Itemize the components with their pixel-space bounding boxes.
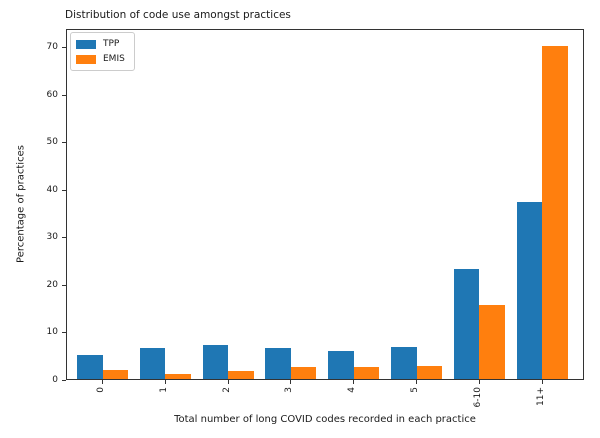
bar-emis [542, 45, 568, 380]
x-tick [478, 380, 480, 384]
chart-title: Distribution of code use amongst practic… [65, 9, 291, 21]
legend-item-tpp: TPP [76, 38, 125, 50]
x-tick-label: 3 [284, 387, 295, 393]
bar-tpp [139, 347, 166, 380]
x-tick-label: 4 [347, 387, 358, 393]
bar-emis [228, 370, 254, 380]
bar-tpp [328, 351, 354, 380]
y-tick-label: 60 [46, 89, 58, 100]
legend-label-tpp: TPP [103, 38, 120, 49]
bar-tpp [77, 354, 103, 380]
emis-swatch-icon [76, 54, 96, 64]
x-tick-label: 11+ [535, 387, 546, 406]
y-tick-label: 10 [46, 327, 58, 338]
x-tick [290, 380, 292, 384]
legend-label-emis: EMIS [103, 53, 125, 64]
legend-item-emis: EMIS [76, 53, 125, 65]
bar-emis [102, 370, 128, 380]
y-tick [62, 142, 66, 144]
x-tick [416, 380, 417, 384]
y-tick-label: 70 [46, 42, 58, 53]
y-tick-label: 20 [46, 279, 58, 290]
x-tick [227, 380, 229, 384]
x-tick-label: 1 [158, 387, 169, 393]
plot-area [66, 29, 584, 380]
y-tick-label: 0 [52, 374, 58, 385]
bar-emis [353, 367, 380, 380]
x-axis-label: Total number of long COVID codes recorde… [174, 414, 476, 425]
x-tick-label: 2 [221, 387, 232, 393]
y-tick [62, 237, 66, 239]
y-tick [62, 47, 66, 49]
bar-emis [416, 365, 442, 380]
y-tick-label: 30 [46, 232, 58, 243]
y-tick-label: 50 [46, 137, 58, 148]
bar-tpp [265, 348, 291, 380]
x-tick [541, 380, 543, 384]
bar-tpp [516, 202, 543, 380]
x-tick-label: 5 [410, 387, 420, 393]
tpp-swatch-icon [76, 39, 96, 49]
y-axis-label: Percentage of practices [15, 145, 27, 263]
bar-emis [479, 305, 505, 380]
x-tick [102, 380, 103, 384]
y-tick [62, 189, 66, 191]
y-tick [62, 284, 66, 286]
legend: TPP EMIS [70, 32, 135, 71]
y-tick [62, 332, 66, 334]
bar-emis [165, 373, 191, 380]
x-tick-label: 0 [96, 387, 106, 393]
bar-emis [290, 366, 317, 380]
y-tick [62, 94, 66, 96]
bar-tpp [391, 346, 417, 380]
x-tick [164, 380, 166, 384]
x-tick-label: 6-10 [472, 387, 483, 408]
x-tick [353, 380, 355, 384]
y-tick [62, 379, 66, 381]
bar-tpp [202, 344, 229, 380]
y-tick-label: 40 [46, 184, 58, 195]
bar-tpp [453, 269, 480, 380]
